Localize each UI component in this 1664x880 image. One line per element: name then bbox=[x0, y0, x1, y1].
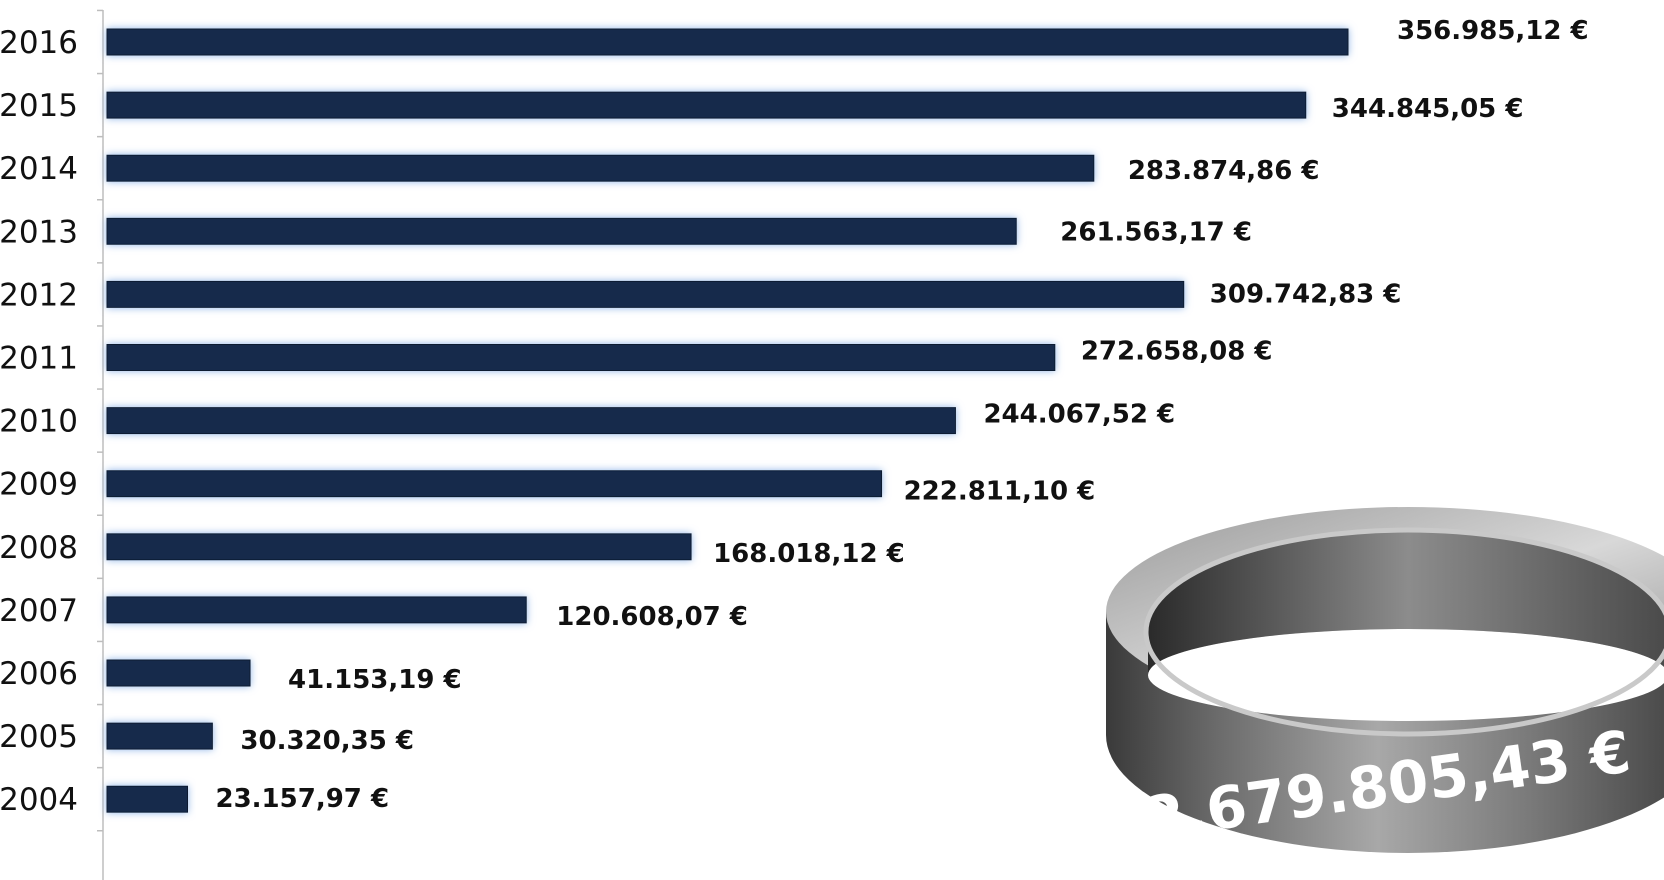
total-ring-graphic: 2.679.805,43 € bbox=[1106, 507, 1664, 853]
data-label-2012: 309.742,83 € bbox=[1210, 279, 1402, 309]
y-tick-label-2004: 2004 bbox=[0, 782, 78, 818]
ring-inner-rim bbox=[1143, 527, 1664, 737]
y-tick-label-2008: 2008 bbox=[0, 530, 78, 566]
bar-2006 bbox=[106, 659, 251, 687]
bar-2014 bbox=[106, 154, 1095, 182]
y-tick-label-2006: 2006 bbox=[0, 656, 78, 692]
data-label-2006: 41.153,19 € bbox=[288, 665, 462, 695]
data-label-2009: 222.811,10 € bbox=[904, 477, 1096, 507]
data-label-2016: 356.985,12 € bbox=[1397, 16, 1589, 46]
data-label-2010: 244.067,52 € bbox=[983, 400, 1175, 430]
data-label-2014: 283.874,86 € bbox=[1128, 156, 1320, 186]
bar-2015 bbox=[106, 91, 1307, 119]
y-tick-label-2015: 2015 bbox=[0, 88, 78, 124]
y-axis-labels: 2016 2015 2014 2013 2012 2011 2010 2009 2008 2007… bbox=[0, 25, 78, 818]
y-tick-label-2010: 2010 bbox=[0, 404, 78, 440]
bar-2009 bbox=[106, 470, 883, 498]
data-label-2008: 168.018,12 € bbox=[713, 539, 905, 569]
bar-2005 bbox=[106, 722, 213, 750]
bar-2016 bbox=[106, 28, 1349, 56]
y-tick-label-2007: 2007 bbox=[0, 593, 78, 629]
data-label-2011: 272.658,08 € bbox=[1081, 337, 1273, 367]
y-tick-label-2011: 2011 bbox=[0, 341, 78, 377]
y-tick-label-2014: 2014 bbox=[0, 151, 78, 187]
data-label-2007: 120.608,07 € bbox=[556, 602, 748, 632]
ring-opening bbox=[1148, 629, 1664, 721]
y-tick-label-2005: 2005 bbox=[0, 719, 78, 755]
data-label-2004: 23.157,97 € bbox=[216, 784, 390, 814]
y-tick-label-2013: 2013 bbox=[0, 214, 78, 250]
bar-2011 bbox=[106, 344, 1056, 371]
data-label-2013: 261.563,17 € bbox=[1060, 217, 1252, 247]
bar-2008 bbox=[106, 533, 692, 561]
bar-2013 bbox=[106, 217, 1017, 245]
y-tick-label-2016: 2016 bbox=[0, 25, 78, 61]
y-tick-label-2009: 2009 bbox=[0, 467, 78, 503]
data-label-2015: 344.845,05 € bbox=[1332, 94, 1524, 124]
data-label-2005: 30.320,35 € bbox=[240, 726, 414, 756]
data-labels: 356.985,12 € 344.845,05 € 283.874,86 € 261.… bbox=[216, 16, 1589, 814]
bar-2012 bbox=[106, 280, 1185, 308]
bar-2010 bbox=[106, 407, 956, 435]
bar-2007 bbox=[106, 596, 527, 624]
bars bbox=[106, 28, 1349, 813]
bar-2004 bbox=[106, 785, 189, 813]
y-axis-ticks bbox=[97, 9, 103, 832]
ring-inner-wall bbox=[1148, 530, 1664, 675]
y-tick-label-2012: 2012 bbox=[0, 277, 78, 313]
